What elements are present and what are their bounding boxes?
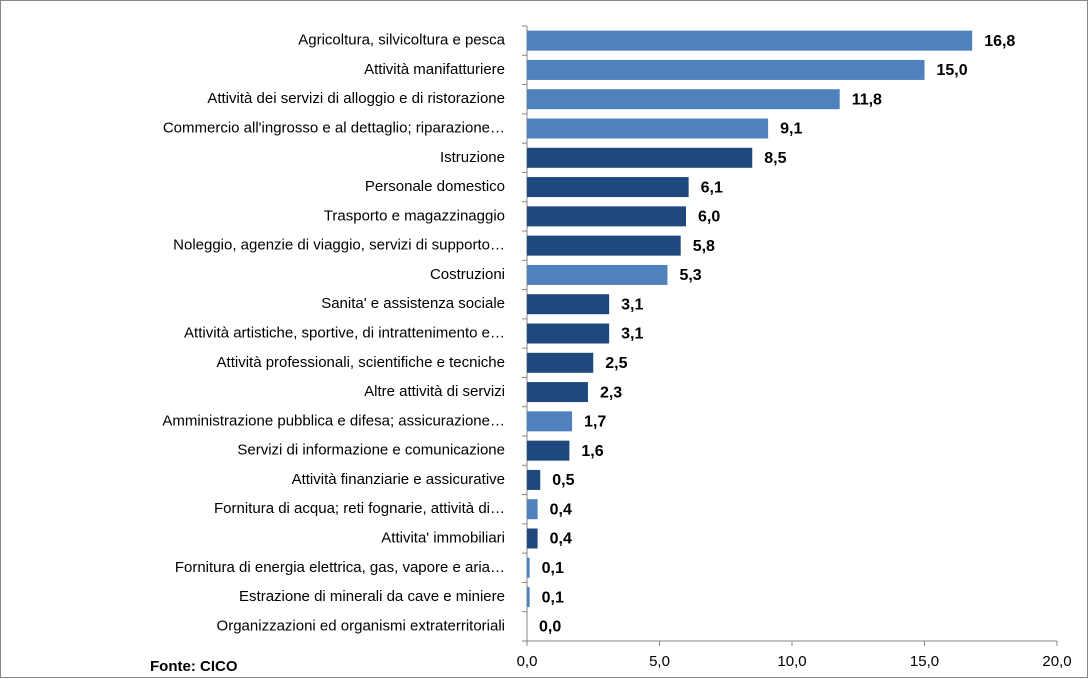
category-label: Organizzazioni ed organismi extraterrito… [217,617,505,634]
bar [527,587,530,608]
x-tick-label: 10,0 [777,653,806,670]
bar [527,499,538,520]
category-label: Fornitura di energia elettrica, gas, vap… [175,559,505,576]
bar [527,323,610,344]
source-note: Fonte: CICO [150,658,238,675]
category-label: Personale domestico [365,178,505,195]
value-label: 11,8 [852,91,882,108]
value-label: 0,0 [539,619,561,636]
bar [527,235,681,256]
category-label: Istruzione [440,149,505,166]
category-label: Attività dei servizi di alloggio e di ri… [207,90,505,107]
category-label: Attività finanziarie e assicurative [292,471,505,488]
category-label: Altre attività di servizi [364,383,505,400]
category-label: Commercio all'ingrosso e al dettaglio; r… [163,119,505,136]
category-label: Trasporto e magazzinaggio [324,207,505,224]
category-label: Attività professionali, scientifiche e t… [217,354,505,371]
value-label: 1,7 [584,414,606,431]
value-label: 3,1 [621,326,643,343]
bar [527,411,573,432]
bar [527,528,538,549]
x-tick-label: 15,0 [910,653,939,670]
category-label: Costruzioni [430,266,505,283]
value-label: 0,5 [552,472,574,489]
value-label: 15,0 [937,62,968,79]
bar [527,382,588,403]
bar [527,118,769,139]
bar [527,30,973,51]
value-label: 6,0 [698,209,720,226]
bar [527,206,686,227]
category-label: Attività manifatturiere [364,61,505,78]
value-label: 0,1 [542,589,564,606]
bar [527,59,925,80]
category-label: Attività artistiche, sportive, di intrat… [184,324,505,341]
value-label: 0,4 [550,501,572,518]
bar [527,177,689,198]
bar [527,469,541,490]
category-label: Servizi di informazione e comunicazione [237,442,505,459]
value-label: 0,4 [550,531,572,548]
category-label: Agricoltura, silvicoltura e pesca [298,32,505,49]
bar [527,147,753,168]
category-label: Sanita' e assistenza sociale [321,295,505,312]
value-label: 9,1 [780,121,802,138]
value-label: 8,5 [764,150,786,167]
x-tick-label: 5,0 [649,653,670,670]
bar [527,352,594,373]
value-label: 3,1 [621,296,643,313]
value-label: 6,1 [701,179,723,196]
bar [527,440,570,461]
bar [527,557,530,578]
value-label: 0,1 [542,560,564,577]
value-label: 1,6 [581,443,603,460]
value-label: 5,3 [679,267,701,284]
category-label: Fornitura di acqua; reti fognarie, attiv… [214,500,505,517]
x-tick-label: 0,0 [517,653,538,670]
category-label: Estrazione di minerali da cave e miniere [239,588,505,605]
x-tick-label: 20,0 [1042,653,1071,670]
bar [527,264,668,285]
bar [527,89,840,110]
value-label: 2,5 [605,355,627,372]
bar [527,294,610,315]
category-label: Attivita' immobiliari [381,529,505,546]
category-label: Amministrazione pubblica e difesa; assic… [162,412,505,429]
category-label: Noleggio, agenzie di viaggio, servizi di… [173,237,505,254]
value-label: 2,3 [600,384,622,401]
value-label: 16,8 [984,33,1015,50]
value-label: 5,8 [693,238,715,255]
